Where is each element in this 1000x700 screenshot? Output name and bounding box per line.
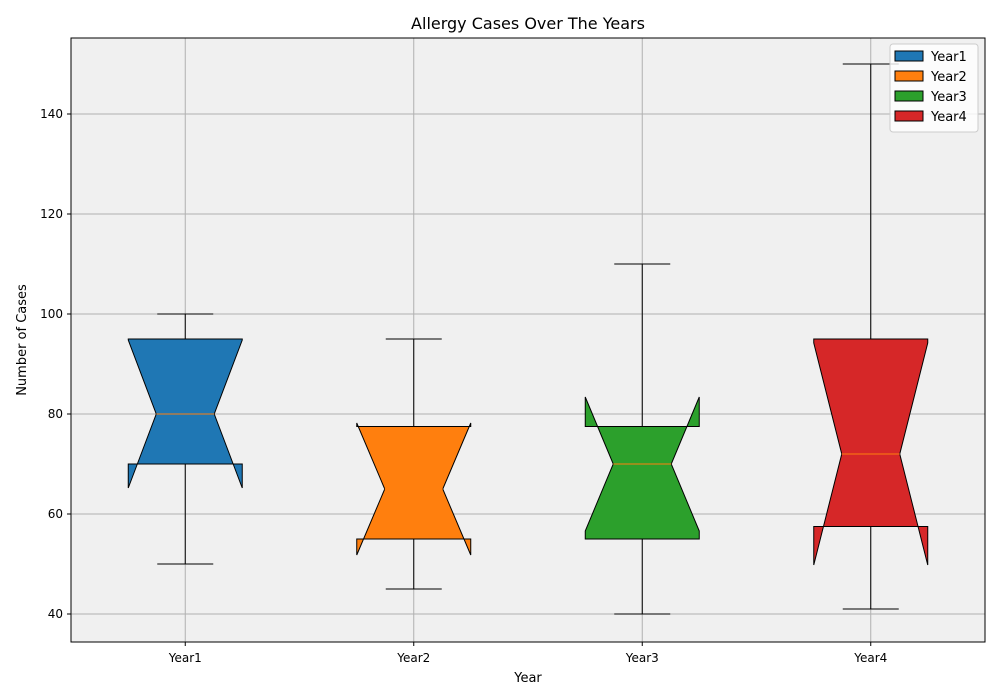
box-year4 xyxy=(813,63,929,610)
x-tick-label: Year3 xyxy=(625,651,659,665)
legend-swatch xyxy=(894,110,924,122)
plot-frame xyxy=(70,37,986,643)
y-tick-label: 140 xyxy=(40,107,63,121)
legend-frame xyxy=(889,43,979,133)
legend-label: Year2 xyxy=(930,70,967,85)
y-tick-label: 80 xyxy=(48,407,63,421)
notched-box xyxy=(584,396,700,540)
notched-box xyxy=(813,338,929,566)
y-tick-label: 100 xyxy=(40,307,63,321)
legend: Year1 Year2 Year3 Year4 xyxy=(889,43,979,133)
x-tick-label: Year1 xyxy=(168,651,202,665)
chart-title: Allergy Cases Over The Years xyxy=(411,14,645,33)
y-tick-label: 60 xyxy=(48,507,63,521)
legend-swatch xyxy=(894,90,924,102)
x-tick-label: Year2 xyxy=(396,651,430,665)
y-tick-label: 120 xyxy=(40,207,63,221)
legend-label: Year4 xyxy=(930,110,967,125)
box-year1 xyxy=(127,313,243,565)
y-tick-label: 40 xyxy=(48,607,63,621)
box-year2 xyxy=(356,338,472,590)
y-axis-label: Number of Cases xyxy=(15,284,30,396)
legend-label: Year1 xyxy=(930,50,967,65)
box-year3 xyxy=(584,263,700,615)
legend-swatch xyxy=(894,50,924,62)
x-tick-label: Year4 xyxy=(853,651,887,665)
x-axis-label: Year xyxy=(513,671,542,686)
legend-label: Year3 xyxy=(930,90,967,105)
legend-swatch xyxy=(894,70,924,82)
